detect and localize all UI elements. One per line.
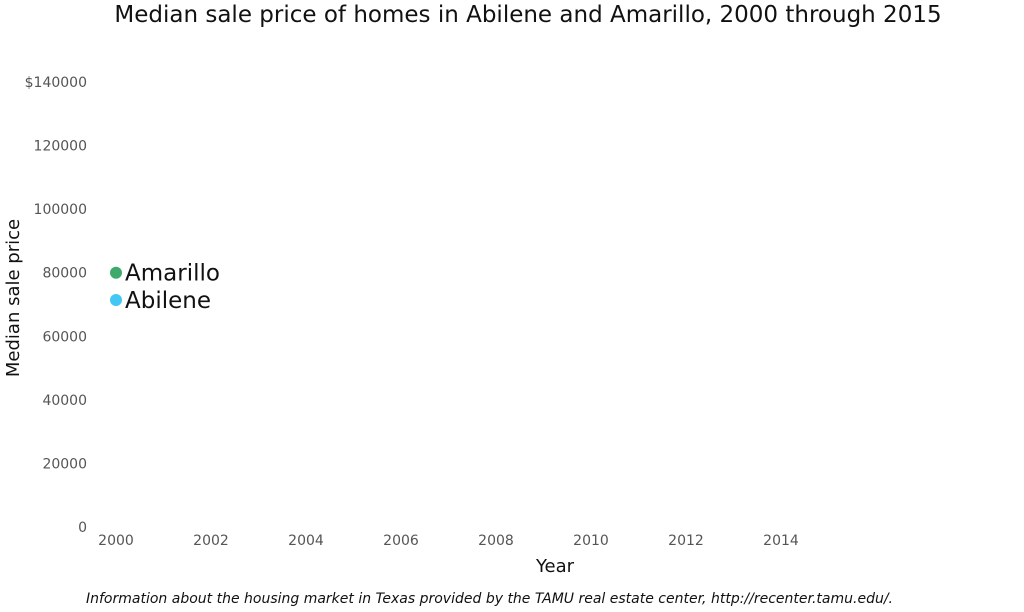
y-tick-label: 40000	[42, 393, 87, 409]
y-axis: 0 20000 40000 60000 80000 100000 120000 $140000	[25, 75, 87, 536]
y-tick-label: 100000	[34, 202, 87, 218]
point-label-amarillo: Amarillo	[125, 261, 220, 287]
x-tick-label: 2014	[763, 533, 799, 549]
caption: Information about the housing market in …	[86, 591, 893, 607]
x-tick-label: 2002	[193, 533, 229, 549]
x-tick-label: 2004	[288, 533, 324, 549]
x-tick-label: 2008	[478, 533, 514, 549]
x-axis: 2000 2002 2004 2006 2008 2010 2012 2014	[98, 533, 799, 549]
x-axis-label: Year	[535, 556, 575, 577]
point-label-abilene: Abilene	[125, 288, 211, 314]
x-tick-label: 2010	[573, 533, 609, 549]
y-tick-label: 20000	[42, 456, 87, 472]
y-axis-label: Median sale price	[3, 219, 24, 377]
x-tick-label: 2006	[383, 533, 419, 549]
y-tick-label: 0	[78, 520, 87, 536]
x-tick-label: 2000	[98, 533, 134, 549]
y-tick-label: 120000	[34, 139, 87, 155]
y-tick-label: 60000	[42, 329, 87, 345]
y-tick-label: 80000	[42, 266, 87, 282]
x-tick-label: 2012	[668, 533, 704, 549]
data-point-abilene[interactable]	[110, 294, 122, 307]
chart-title: Median sale price of homes in Abilene an…	[114, 2, 941, 28]
data-point-amarillo[interactable]	[110, 266, 122, 279]
y-tick-label: $140000	[25, 75, 87, 91]
